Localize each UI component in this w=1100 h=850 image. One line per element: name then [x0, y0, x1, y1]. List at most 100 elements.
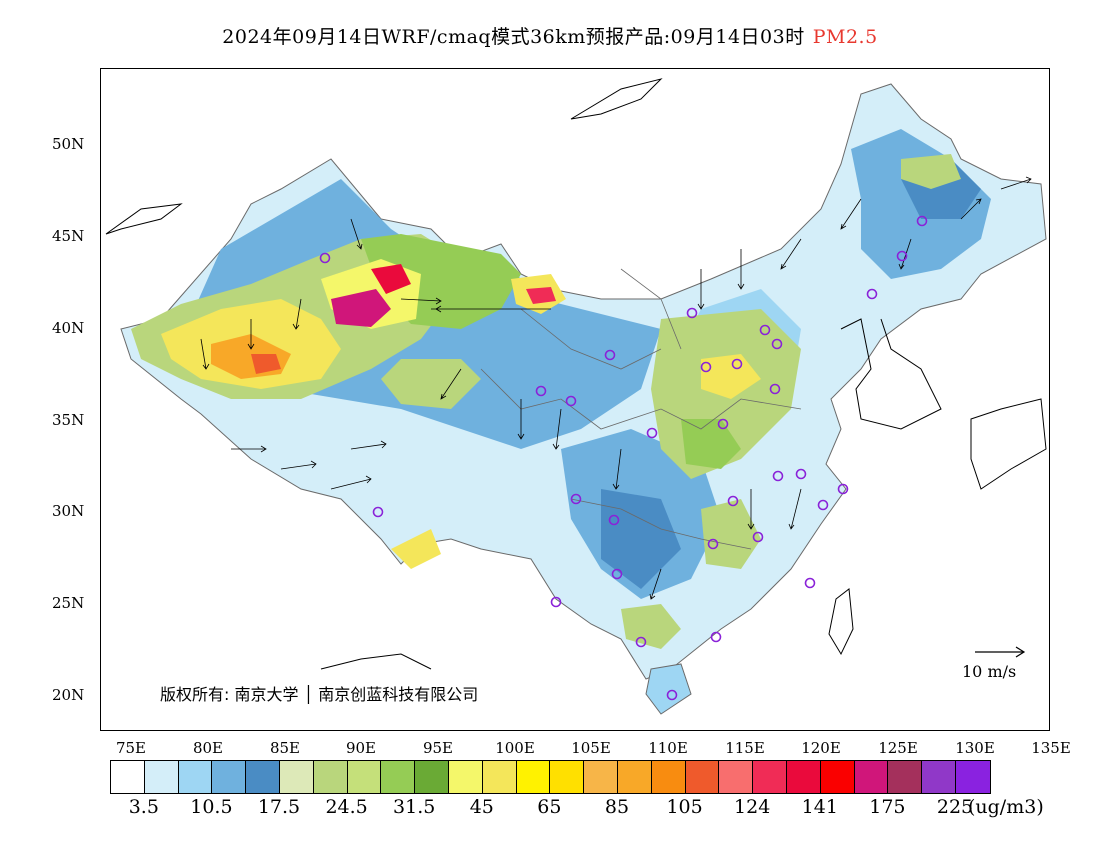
station-marker	[759, 324, 771, 336]
colorbar-swatch	[381, 761, 416, 793]
lon-label: 100E	[495, 739, 535, 757]
map-title: 2024年09月14日WRF/cmaq模式36km预报产品:09月14日03时 P…	[0, 22, 1100, 49]
station-marker	[666, 689, 678, 701]
colorbar-label: 141	[801, 796, 838, 818]
lat-label: 25N	[52, 594, 85, 612]
station-marker	[804, 577, 816, 589]
station-marker	[535, 385, 547, 397]
title-text: 2024年09月14日WRF/cmaq模式36km预报产品:09月14日03时	[222, 26, 805, 48]
colorbar-label: 175	[869, 796, 906, 818]
station-marker	[707, 538, 719, 550]
station-marker	[771, 338, 783, 350]
station-marker	[866, 288, 878, 300]
station-marker	[700, 361, 712, 373]
lon-label: 80E	[192, 739, 224, 757]
station-marker	[635, 636, 647, 648]
station-marker	[570, 493, 582, 505]
colorbar-swatch	[212, 761, 247, 793]
colorbar-swatch	[584, 761, 618, 793]
lon-label: 90E	[345, 739, 377, 757]
station-marker	[837, 483, 849, 495]
lon-label: 110E	[648, 739, 688, 757]
colorbar-swatch	[820, 761, 855, 793]
colorbar-label: 225	[936, 796, 974, 818]
colorbar-swatch	[685, 761, 720, 793]
station-markers	[319, 215, 928, 701]
lon-label: 125E	[878, 739, 918, 757]
copyright-text: 版权所有: 南京大学 │ 南京创蓝科技有限公司	[160, 685, 479, 704]
station-marker	[896, 250, 908, 262]
colorbar-swatch	[651, 761, 686, 793]
station-marker	[686, 307, 698, 319]
station-marker	[817, 499, 829, 511]
colorbar-label: 45	[469, 796, 494, 818]
lon-label: 85E	[269, 739, 301, 757]
lon-label: 135E	[1031, 739, 1071, 757]
station-marker	[646, 427, 658, 439]
colorbar-swatch	[786, 761, 821, 793]
colorbar-swatch	[246, 761, 280, 793]
colorbar	[110, 760, 991, 794]
station-marker	[550, 596, 562, 608]
colorbar-swatch	[313, 761, 348, 793]
station-marker	[717, 418, 729, 430]
lon-label: 115E	[725, 739, 765, 757]
station-marker	[795, 468, 807, 480]
lat-label: 40N	[52, 319, 85, 337]
map-canvas	[105, 78, 1047, 715]
colorbar-swatch	[617, 761, 652, 793]
station-marker	[604, 349, 616, 361]
colorbar-swatch	[922, 761, 956, 793]
colorbar-swatch	[516, 761, 551, 793]
colorbar-swatch	[854, 761, 889, 793]
colorbar-swatch	[482, 761, 517, 793]
lat-label: 35N	[52, 411, 85, 429]
colorbar-swatch	[111, 761, 145, 793]
colorbar-swatch	[279, 761, 314, 793]
colorbar-label: 105	[666, 796, 703, 818]
lon-label: 95E	[422, 739, 454, 757]
lat-label: 45N	[52, 227, 85, 245]
colorbar-swatch	[448, 761, 483, 793]
colorbar-label: 124	[734, 796, 771, 818]
colorbar-label: 10.5	[190, 796, 233, 818]
colorbar-label: 85	[604, 796, 630, 818]
station-marker	[772, 470, 784, 482]
wind-vectors	[200, 176, 1032, 600]
colorbar-swatch	[144, 761, 179, 793]
station-marker	[727, 495, 739, 507]
colorbar-swatch	[888, 761, 923, 793]
station-marker	[319, 252, 331, 264]
unit-label: (ug/m3)	[968, 796, 1044, 818]
lon-label: 75E	[115, 739, 147, 757]
wind-scale-label: 10 m/s	[962, 662, 1017, 681]
station-marker	[916, 215, 928, 227]
colorbar-label: 17.5	[257, 796, 301, 818]
colorbar-label: 31.5	[393, 796, 436, 818]
colorbar-swatch	[550, 761, 585, 793]
colorbar-swatch	[415, 761, 449, 793]
station-marker	[565, 395, 577, 407]
colorbar-swatch	[753, 761, 787, 793]
lon-label: 120E	[801, 739, 841, 757]
lat-label: 20N	[52, 686, 85, 704]
colorbar-label: 65	[537, 796, 562, 818]
lat-label: 50N	[52, 135, 85, 153]
station-marker	[710, 631, 722, 643]
station-marker	[372, 506, 384, 518]
station-marker	[608, 514, 620, 526]
colorbar-label: 3.5	[128, 796, 159, 818]
station-marker	[769, 383, 781, 395]
lon-label: 105E	[571, 739, 611, 757]
lon-label: 130E	[955, 739, 995, 757]
wind-scale-arrow	[975, 646, 1026, 658]
colorbar-swatch	[178, 761, 213, 793]
colorbar-swatch	[347, 761, 382, 793]
station-marker	[752, 531, 764, 543]
map-panel	[100, 68, 1050, 731]
colorbar-label: 24.5	[325, 796, 368, 818]
lat-label: 30N	[52, 502, 85, 520]
pollutant-label: PM2.5	[812, 26, 878, 48]
colorbar-swatch	[955, 761, 990, 793]
station-marker	[731, 358, 743, 370]
